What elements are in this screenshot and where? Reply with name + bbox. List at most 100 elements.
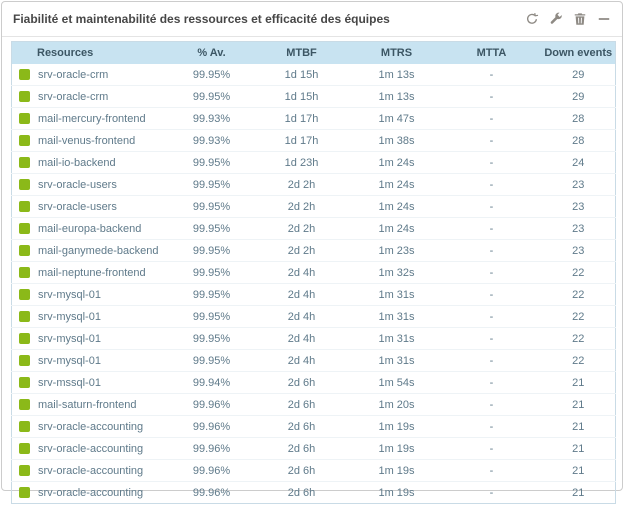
availability-value: 99.95% (171, 85, 252, 108)
down-events-value: 23 (541, 239, 616, 262)
down-events-value: 21 (541, 459, 616, 482)
mtrs-value: 1m 47s (351, 107, 442, 130)
status-ok-icon (19, 68, 30, 80)
status-ok-icon (19, 332, 30, 344)
availability-table: Resources % Av. MTBF MTRS MTTA Down even… (11, 41, 616, 504)
mtrs-value: 1m 24s (351, 195, 442, 218)
resource-cell: srv-oracle-accounting (11, 415, 172, 438)
status-ok-icon (19, 178, 30, 190)
mtrs-value: 1m 13s (378, 68, 415, 81)
trash-icon[interactable] (573, 12, 587, 26)
resource-name: srv-oracle-crm (38, 68, 109, 81)
table-row[interactable]: srv-oracle-crm 99.95% 1d 15h 1m 13s - 29 (11, 85, 616, 108)
mtta-value: - (441, 327, 542, 350)
availability-widget: Fiabilité et maintenabilité des ressourc… (1, 1, 623, 504)
resource-cell: mail-europa-backend (11, 217, 172, 240)
table-row[interactable]: srv-mysql-01 99.95% 2d 4h 1m 31s - 22 (11, 283, 616, 306)
availability-value: 99.95% (171, 327, 252, 350)
table-row[interactable]: mail-europa-backend 99.95% 2d 2h 1m 24s … (11, 217, 616, 240)
table-row[interactable]: srv-mysql-01 99.95% 2d 4h 1m 31s - 22 (11, 349, 616, 372)
mtrs-value: 1m 31s (351, 327, 442, 350)
resource-cell: mail-neptune-frontend (11, 261, 172, 284)
table-row[interactable]: srv-mssql-01 99.94% 2d 6h 1m 54s - 21 (11, 371, 616, 394)
mtbf-value: 2d 4h (251, 305, 352, 328)
widget-content: Resources % Av. MTBF MTRS MTTA Down even… (2, 37, 622, 513)
resource-name: mail-neptune-frontend (38, 266, 146, 279)
column-header-mtbf: MTBF (251, 41, 352, 64)
mtrs-value: 1m 20s (351, 393, 442, 416)
resource-name: srv-oracle-users (38, 200, 117, 213)
resource-name: mail-io-backend (38, 156, 116, 169)
resource-name: srv-mssql-01 (38, 376, 101, 389)
mtta-value: - (441, 415, 542, 438)
mtrs-value: 1m 24s (351, 173, 442, 196)
table-row[interactable]: srv-oracle-crm 99.95% 1d 15h 1m 13s - 29 (12, 64, 616, 86)
table-header-row: Resources % Av. MTBF MTRS MTTA Down even… (11, 41, 616, 64)
status-ok-icon (19, 486, 30, 498)
availability-value: 99.95% (171, 151, 252, 174)
mtta-value: - (441, 239, 542, 262)
status-ok-icon (19, 112, 30, 124)
resource-cell: mail-ganymede-backend (11, 239, 172, 262)
resource-name: srv-oracle-crm (38, 90, 109, 103)
down-events-value: 22 (541, 327, 616, 350)
column-header-down-events: Down events (541, 41, 616, 64)
column-header-resources: Resources (11, 41, 172, 64)
table-row[interactable]: srv-mysql-01 99.95% 2d 4h 1m 31s - 22 (11, 327, 616, 350)
collapse-icon[interactable] (597, 12, 611, 26)
resource-name: srv-mysql-01 (38, 332, 101, 345)
availability-value: 99.93% (171, 129, 252, 152)
resource-cell: srv-oracle-users (11, 173, 172, 196)
down-events-value: 28 (541, 107, 616, 130)
down-events-value: 21 (541, 393, 616, 416)
mtrs-value: 1m 19s (351, 437, 442, 460)
status-ok-icon (19, 310, 30, 322)
down-events-value: 24 (541, 151, 616, 174)
down-events-value: 23 (541, 217, 616, 240)
mtbf-value: 2d 4h (251, 283, 352, 306)
table-row[interactable]: srv-oracle-users 99.95% 2d 2h 1m 24s - 2… (11, 173, 616, 196)
table-row[interactable]: mail-mercury-frontend 99.93% 1d 17h 1m 4… (11, 107, 616, 130)
mtrs-value: 1m 23s (351, 239, 442, 262)
table-row[interactable]: mail-venus-frontend 99.93% 1d 17h 1m 38s… (11, 129, 616, 152)
availability-value: 99.95% (192, 68, 231, 81)
resource-name: srv-oracle-accounting (38, 442, 144, 455)
status-ok-icon (19, 266, 30, 278)
mtbf-value: 1d 17h (251, 129, 352, 152)
table-row[interactable]: mail-neptune-frontend 99.95% 2d 4h 1m 32… (11, 261, 616, 284)
availability-value: 99.96% (171, 393, 252, 416)
availability-value: 99.95% (171, 195, 252, 218)
down-events-value: 23 (541, 173, 616, 196)
resource-name: srv-oracle-accounting (38, 464, 144, 477)
table-row[interactable]: mail-ganymede-backend 99.95% 2d 2h 1m 23… (11, 239, 616, 262)
table-row[interactable]: mail-io-backend 99.95% 1d 23h 1m 24s - 2… (11, 151, 616, 174)
refresh-icon[interactable] (525, 12, 539, 26)
status-ok-icon (19, 222, 30, 234)
down-events-value: 28 (541, 129, 616, 152)
table-row[interactable]: srv-mysql-01 99.95% 2d 4h 1m 31s - 22 (11, 305, 616, 328)
availability-value: 99.95% (171, 173, 252, 196)
availability-value: 99.95% (171, 261, 252, 284)
wrench-icon[interactable] (549, 12, 563, 26)
table-row[interactable]: srv-oracle-accounting 99.96% 2d 6h 1m 19… (11, 459, 616, 482)
status-ok-icon (19, 398, 30, 410)
column-header-availability: % Av. (171, 41, 252, 64)
resource-name: mail-saturn-frontend (38, 398, 137, 411)
table-row[interactable]: srv-oracle-accounting 99.96% 2d 6h 1m 19… (11, 415, 616, 438)
status-ok-icon (19, 288, 30, 300)
widget-toolbar (525, 12, 611, 26)
mtta-value: - (441, 459, 542, 482)
column-header-mtta: MTTA (441, 41, 542, 64)
mtbf-value: 2d 6h (251, 371, 352, 394)
mtbf-value: 1d 15h (251, 85, 352, 108)
mtta-value: - (441, 217, 542, 240)
availability-value: 99.95% (171, 305, 252, 328)
status-ok-icon (19, 90, 30, 102)
table-row[interactable]: mail-saturn-frontend 99.96% 2d 6h 1m 20s… (11, 393, 616, 416)
table-row[interactable]: srv-oracle-users 99.95% 2d 2h 1m 24s - 2… (11, 195, 616, 218)
mtta-value: - (441, 195, 542, 218)
mtta-value: - (441, 151, 542, 174)
mtta-value: - (441, 107, 542, 130)
table-row[interactable]: srv-oracle-accounting 99.96% 2d 6h 1m 19… (11, 437, 616, 460)
resource-name: srv-mysql-01 (38, 310, 101, 323)
